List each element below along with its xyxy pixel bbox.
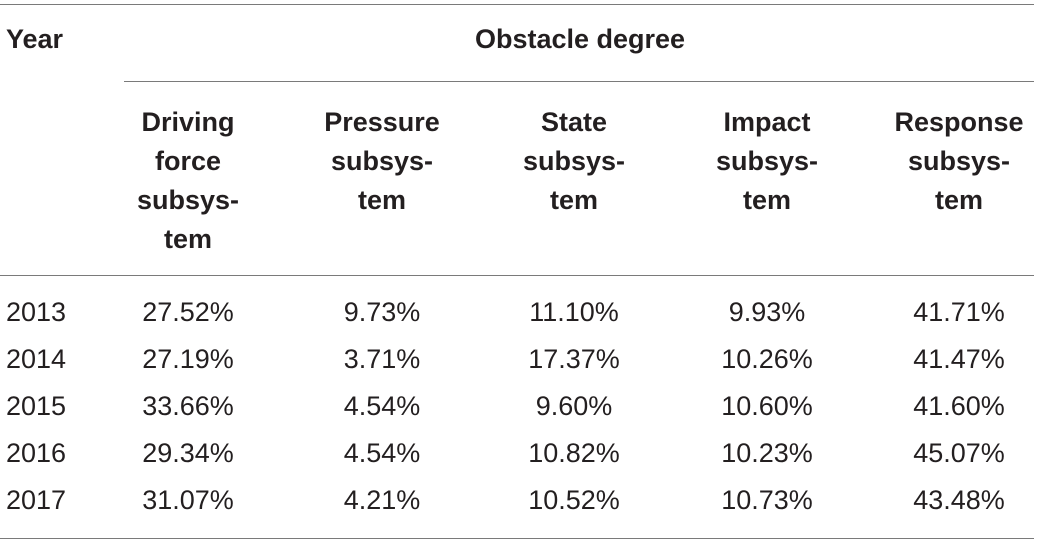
column-header-state: State subsys- tem <box>522 107 626 215</box>
top-rule <box>0 4 1034 5</box>
value-cell: 31.07% <box>142 485 234 515</box>
value-cell: 10.52% <box>528 485 620 515</box>
value-cell: 41.71% <box>913 297 1005 327</box>
value-cell: 10.73% <box>721 485 813 515</box>
value-cell: 41.47% <box>913 344 1005 374</box>
year-column-header: Year <box>6 24 64 54</box>
value-cell: 9.93% <box>728 297 806 327</box>
value-cell: 10.23% <box>721 438 813 468</box>
group-header-rule <box>124 81 1034 82</box>
value-cell: 4.54% <box>343 438 421 468</box>
value-cell: 10.60% <box>721 391 813 421</box>
table-row: 2015 33.66% 4.54% 9.60% 10.60% 41.60% <box>0 383 1034 429</box>
table-row: 2014 27.19% 3.71% 17.37% 10.26% 41.47% <box>0 336 1034 382</box>
value-cell: 27.52% <box>142 297 234 327</box>
bottom-rule <box>0 538 1034 539</box>
value-cell: 29.34% <box>142 438 234 468</box>
value-cell: 33.66% <box>142 391 234 421</box>
value-cell: 45.07% <box>913 438 1005 468</box>
year-cell: 2013 <box>6 297 67 327</box>
value-cell: 41.60% <box>913 391 1005 421</box>
year-cell: 2016 <box>6 438 67 468</box>
value-cell: 9.73% <box>343 297 421 327</box>
value-cell: 9.60% <box>535 391 613 421</box>
year-cell: 2017 <box>6 485 67 515</box>
value-cell: 17.37% <box>528 344 620 374</box>
value-cell: 27.19% <box>142 344 234 374</box>
table-row: 2017 31.07% 4.21% 10.52% 10.73% 43.48% <box>0 477 1034 523</box>
value-cell: 10.26% <box>721 344 813 374</box>
column-header-response: Response subsys- tem <box>894 107 1024 215</box>
value-cell: 3.71% <box>343 344 421 374</box>
column-header-impact: Impact subsys- tem <box>715 107 819 215</box>
obstacle-degree-group-header: Obstacle degree <box>474 24 686 54</box>
year-cell: 2014 <box>6 344 67 374</box>
year-cell: 2015 <box>6 391 67 421</box>
value-cell: 11.10% <box>529 297 619 327</box>
value-cell: 43.48% <box>913 485 1005 515</box>
value-cell: 10.82% <box>528 438 620 468</box>
header-rule <box>0 275 1034 276</box>
column-header-pressure: Pressure subsys- tem <box>324 107 440 215</box>
table-row: 2016 29.34% 4.54% 10.82% 10.23% 45.07% <box>0 430 1034 476</box>
table-row: 2013 27.52% 9.73% 11.10% 9.93% 41.71% <box>0 289 1034 335</box>
value-cell: 4.54% <box>343 391 421 421</box>
value-cell: 4.21% <box>343 485 421 515</box>
column-header-driving-force: Driving force subsys- tem <box>136 107 240 254</box>
